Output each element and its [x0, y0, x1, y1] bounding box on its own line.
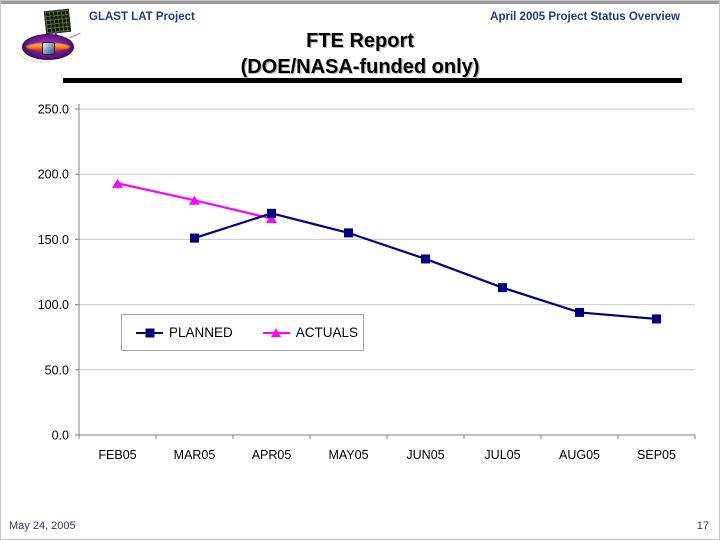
logo-spacecraft — [42, 42, 55, 55]
header-status-label: April 2005 Project Status Overview — [490, 11, 680, 23]
svg-text:SEP05: SEP05 — [637, 448, 676, 462]
legend-triangle-actuals — [271, 327, 282, 337]
svg-text:150.0: 150.0 — [38, 233, 69, 247]
logo-nebula-ellipse — [22, 34, 74, 60]
slide-title: FTE Report (DOE/NASA-funded only) — [1, 28, 719, 80]
legend-square-planned — [145, 328, 154, 337]
svg-text:250.0: 250.0 — [38, 103, 69, 117]
title-divider — [63, 78, 682, 83]
footer-date: May 24, 2005 — [9, 520, 76, 532]
slide-title-line1: FTE Report — [306, 30, 414, 52]
svg-text:100.0: 100.0 — [38, 298, 69, 312]
header-project-label: GLAST LAT Project — [89, 11, 195, 23]
chart-legend: PLANNED ACTUALS — [121, 314, 364, 351]
svg-text:MAR05: MAR05 — [174, 448, 216, 462]
svg-text:JUN05: JUN05 — [406, 448, 444, 462]
legend-item-planned: PLANNED — [136, 325, 233, 340]
legend-item-actuals: ACTUALS — [262, 325, 359, 340]
legend-label-actuals: ACTUALS — [295, 325, 359, 340]
svg-text:MAY05: MAY05 — [328, 448, 368, 462]
slide-title-line2: (DOE/NASA-funded only) — [240, 56, 480, 78]
svg-text:FEB05: FEB05 — [98, 448, 136, 462]
svg-text:50.0: 50.0 — [45, 363, 69, 377]
planned-series-marker-icon — [136, 326, 163, 339]
legend-label-planned: PLANNED — [169, 325, 233, 340]
svg-text:JUL05: JUL05 — [484, 448, 520, 462]
page-number: 17 — [696, 520, 709, 532]
svg-text:0.0: 0.0 — [52, 429, 69, 443]
svg-text:200.0: 200.0 — [38, 168, 69, 182]
svg-text:AUG05: AUG05 — [559, 448, 600, 462]
svg-text:APR05: APR05 — [252, 448, 292, 462]
glast-mission-logo-icon — [15, 7, 81, 66]
actuals-series-marker-icon — [262, 326, 290, 339]
screen-top-edge — [1, 1, 719, 4]
